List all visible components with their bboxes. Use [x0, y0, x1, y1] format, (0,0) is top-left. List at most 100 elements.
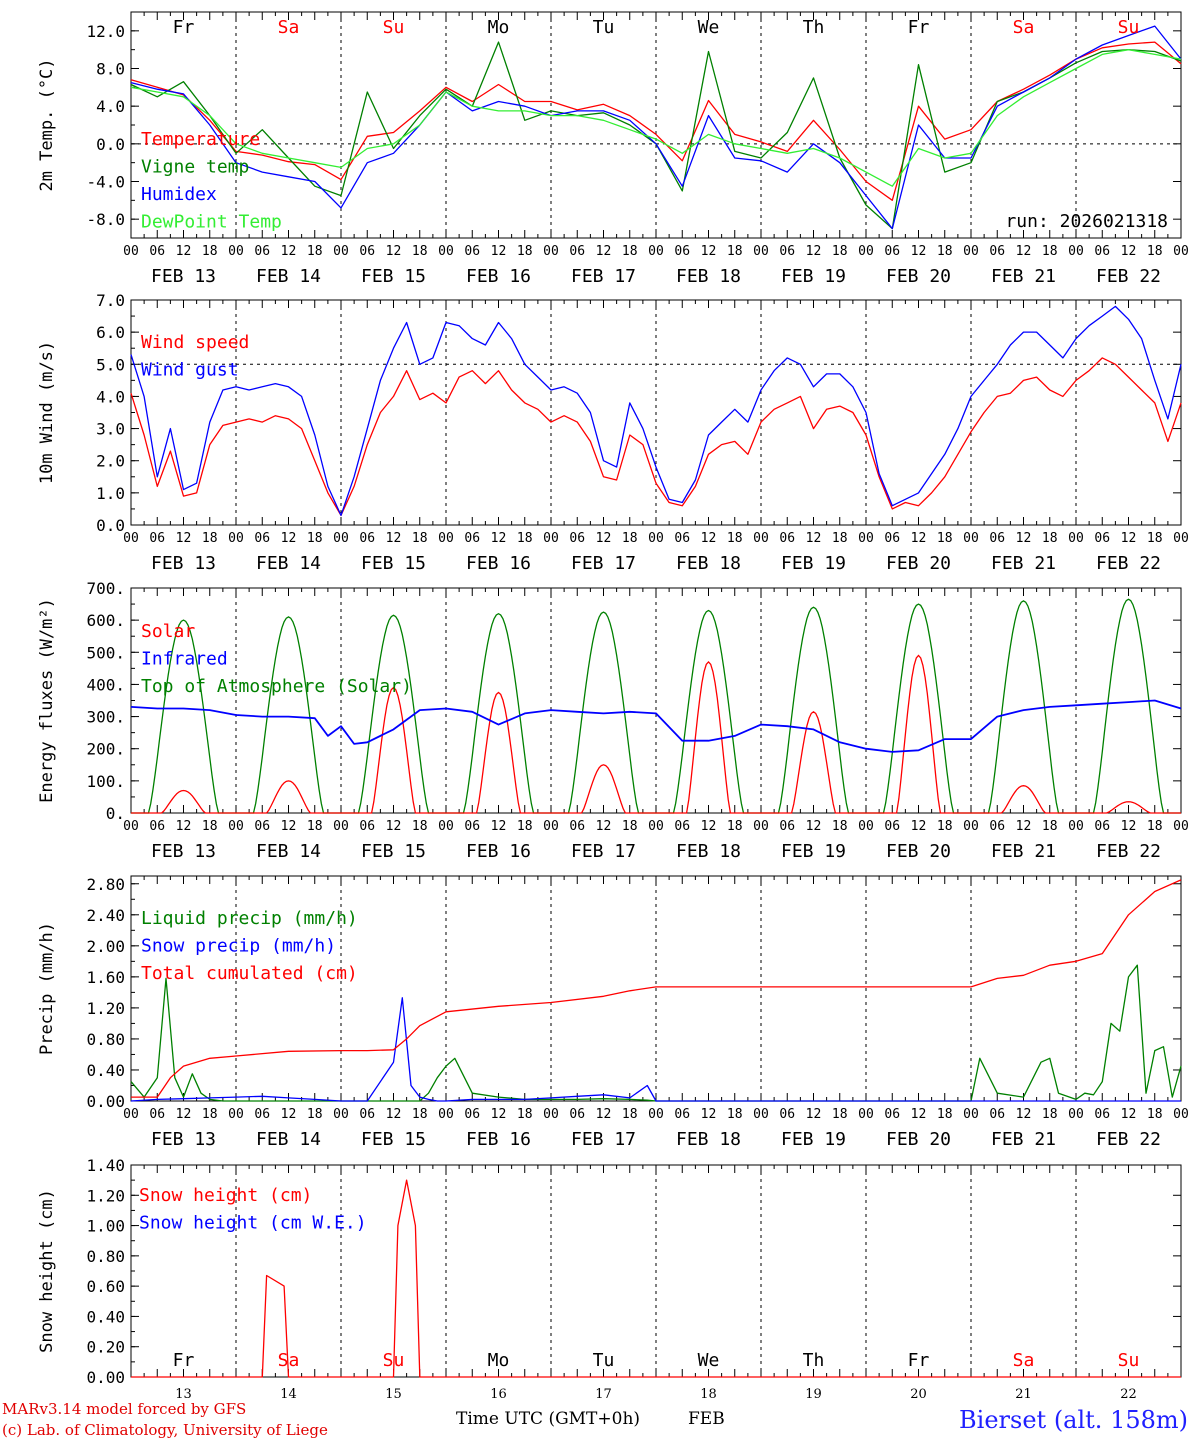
x-tick-label: 18: [412, 244, 428, 259]
x-tick-label: 06: [674, 1107, 690, 1122]
y-tick-label: 100.: [86, 772, 125, 791]
legend-entry: Snow height (cm): [139, 1185, 312, 1206]
y-tick-label: 1.00: [86, 1217, 125, 1236]
y-tick-label: 200.: [86, 740, 125, 759]
x-tick-label: 12: [491, 244, 507, 259]
day-label: Su: [383, 1350, 405, 1371]
date-label: FEB 21: [991, 553, 1056, 574]
x-tick-label: 12: [911, 1107, 927, 1122]
x-tick-label: 00: [228, 531, 244, 546]
day-label: Fr: [173, 17, 195, 38]
x-tick-label: 18: [727, 819, 743, 834]
date-number: 15: [385, 1387, 402, 1402]
x-tick-label: 06: [569, 1107, 585, 1122]
date-label: FEB 16: [466, 1129, 531, 1150]
x-tick-label: 06: [464, 244, 480, 259]
x-tick-label: 12: [806, 531, 822, 546]
x-tick-label: 06: [989, 1107, 1005, 1122]
date-label: FEB 20: [886, 266, 951, 287]
series-total-cumulated-cm-: [131, 879, 1182, 1098]
date-label: FEB 22: [1096, 1129, 1161, 1150]
day-label: Sa: [1013, 1350, 1035, 1371]
x-tick-label: 00: [963, 1107, 979, 1122]
x-tick-label: 00: [648, 244, 664, 259]
x-tick-label: 18: [202, 531, 218, 546]
date-label: FEB 16: [466, 841, 531, 862]
y-tick-label: 0.40: [86, 1307, 125, 1326]
x-tick-label: 00: [648, 531, 664, 546]
x-axis-title: Time UTC (GMT+0h): [456, 1409, 640, 1429]
x-tick-label: 06: [989, 819, 1005, 834]
x-tick-label: 18: [307, 531, 323, 546]
series-infrared: [130, 699, 1182, 753]
x-tick-label: 18: [727, 531, 743, 546]
date-number: 17: [595, 1387, 612, 1402]
date-label: FEB 15: [361, 266, 426, 287]
y-tick-label: 0.00: [86, 1092, 125, 1111]
x-tick-label: 06: [884, 531, 900, 546]
x-tick-label: 18: [307, 819, 323, 834]
x-tick-label: 00: [543, 244, 559, 259]
x-tick-label: 06: [989, 244, 1005, 259]
x-tick-label: 06: [149, 1107, 165, 1122]
x-tick-label: 00: [753, 1107, 769, 1122]
date-label: FEB 13: [151, 553, 216, 574]
legend-entry: DewPoint Temp: [141, 212, 282, 233]
series-wind-gust: [130, 305, 1182, 517]
date-number: 18: [700, 1387, 717, 1402]
legend-entry: Humidex: [141, 184, 217, 205]
station-label: Bierset (alt. 158m): [959, 1406, 1188, 1434]
date-label: FEB 21: [991, 841, 1056, 862]
x-tick-label: 18: [202, 819, 218, 834]
x-tick-label: 12: [596, 531, 612, 546]
y-tick-label: -8.0: [86, 210, 125, 229]
x-tick-label: 12: [806, 244, 822, 259]
y-tick-label: 0.0: [96, 516, 125, 535]
y-tick-label: 400.: [86, 675, 125, 694]
x-tick-label: 12: [281, 819, 297, 834]
y-axis-title: Energy fluxes (W/m²): [37, 598, 57, 803]
panel-energy: [130, 587, 1182, 814]
x-tick-label: 12: [1121, 244, 1137, 259]
x-tick-label: 06: [254, 819, 270, 834]
y-tick-label: 700.: [86, 579, 125, 598]
x-tick-label: 06: [1094, 531, 1110, 546]
x-tick-label: 00: [438, 244, 454, 259]
x-tick-label: 00: [333, 531, 349, 546]
y-tick-label: 0.0: [96, 135, 125, 154]
date-label: FEB 18: [676, 841, 741, 862]
date-number: 14: [280, 1387, 297, 1402]
day-label: Su: [383, 17, 405, 38]
x-tick-label: 12: [806, 819, 822, 834]
date-label: FEB 14: [256, 1129, 321, 1150]
x-tick-label: 06: [1094, 1107, 1110, 1122]
date-number: 22: [1120, 1387, 1137, 1402]
day-label: Tu: [593, 1350, 615, 1371]
series-dewpoint-temp: [130, 49, 1182, 187]
x-tick-label: 18: [307, 244, 323, 259]
date-label: FEB 13: [151, 1129, 216, 1150]
x-tick-label: 18: [622, 819, 638, 834]
legend-entry: Total cumulated (cm): [141, 963, 358, 984]
x-tick-label: 12: [1016, 819, 1032, 834]
series-snow-height-cm-: [131, 1179, 1181, 1378]
x-tick-label: 12: [596, 819, 612, 834]
x-tick-label: 00: [123, 1107, 139, 1122]
legend-entry: Solar: [141, 621, 195, 642]
x-tick-label: 00: [228, 1107, 244, 1122]
y-tick-label: 1.20: [86, 1186, 125, 1205]
y-axis-title: Precip (mm/h): [37, 922, 57, 1055]
date-label: FEB 17: [571, 266, 636, 287]
y-tick-label: 5.0: [96, 355, 125, 374]
date-number: 16: [490, 1387, 507, 1402]
x-tick-label: 06: [989, 531, 1005, 546]
date-number: 20: [910, 1387, 927, 1402]
x-axis-unit: FEB: [688, 1409, 725, 1429]
x-tick-label: 06: [359, 1107, 375, 1122]
x-tick-label: 06: [359, 531, 375, 546]
day-label: Fr: [908, 17, 930, 38]
x-tick-label: 00: [1173, 1107, 1189, 1122]
x-tick-label: 06: [779, 531, 795, 546]
date-label: FEB 14: [256, 553, 321, 574]
